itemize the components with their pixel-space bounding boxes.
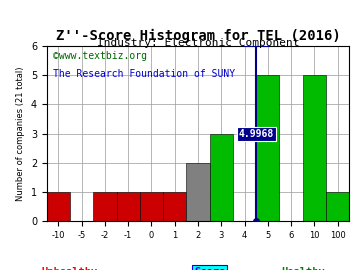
Text: Unhealthy: Unhealthy [42,267,98,270]
Bar [210,134,233,221]
Y-axis label: Number of companies (21 total): Number of companies (21 total) [16,66,25,201]
Bar [47,192,70,221]
Bar [93,192,117,221]
Bar [256,75,279,221]
Bar [326,192,349,221]
Bar [186,163,210,221]
Title: Z''-Score Histogram for TEL (2016): Z''-Score Histogram for TEL (2016) [56,29,340,43]
Text: ©www.textbiz.org: ©www.textbiz.org [53,51,147,61]
Text: Score: Score [194,267,225,270]
Text: Healthy: Healthy [281,267,325,270]
Text: The Research Foundation of SUNY: The Research Foundation of SUNY [53,69,235,79]
Text: 4.9968: 4.9968 [239,129,274,139]
Bar [117,192,140,221]
Bar [140,192,163,221]
Bar [163,192,186,221]
Bar [303,75,326,221]
Text: Industry: Electronic Component: Industry: Electronic Component [97,38,299,48]
